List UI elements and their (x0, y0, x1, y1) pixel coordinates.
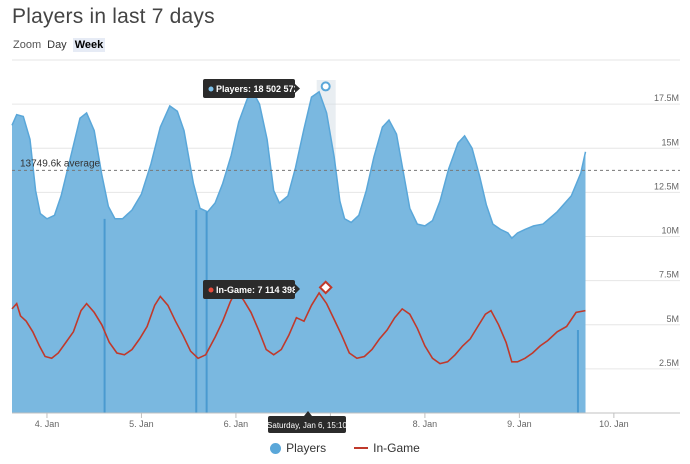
ingame-tooltip-box (203, 280, 295, 299)
ingame-tooltip-text: In-Game: 7 114 398 (216, 285, 297, 295)
ingame-tooltip-dot (208, 287, 214, 293)
zoom-day-button[interactable]: Day (47, 39, 67, 51)
date-tooltip-arrow (304, 411, 312, 416)
legend-players-marker (270, 442, 282, 454)
x-tick-label: 4. Jan (35, 419, 60, 429)
y-tick-label: 2.5M (659, 358, 679, 368)
ingame-hover-marker (318, 280, 333, 295)
legend-ingame-label: In-Game (373, 441, 420, 455)
y-tick-label: 15M (661, 137, 679, 147)
average-label: 13749.6k average (20, 158, 101, 169)
ingame-tooltip-arrow (295, 284, 300, 294)
y-tick-label: 10M (661, 226, 679, 236)
y-tick-label: 17.5M (654, 93, 679, 103)
x-tick-label: 9. Jan (507, 419, 532, 429)
legend-ingame-marker (354, 447, 369, 449)
legend-item-ingame[interactable]: In-Game (354, 441, 420, 455)
players-tooltip-dot (208, 86, 214, 92)
players-area (12, 91, 586, 414)
legend-players-label: Players (286, 441, 327, 455)
x-tick-label: 10. Jan (599, 419, 629, 429)
y-tick-label: 12.5M (654, 181, 679, 191)
players-tooltip-arrow (295, 84, 300, 93)
ingame-line (11, 289, 586, 365)
x-tick-label: 8. Jan (413, 419, 438, 429)
zoom-bar: Zoom Day Week (13, 38, 106, 52)
page-title: Players in last 7 days (12, 5, 215, 28)
y-tick-label: 7.5M (659, 270, 679, 280)
players-hover-marker (320, 81, 331, 92)
date-tooltip-box (268, 416, 346, 433)
legend-item-players[interactable]: Players (270, 441, 326, 455)
y-tick-label: 5M (666, 314, 679, 324)
players-tooltip-box (203, 79, 295, 98)
x-tick-label: 5. Jan (129, 419, 154, 429)
zoom-label: Zoom (13, 39, 42, 51)
players-line (11, 90, 587, 240)
players-tooltip-text: Players: 18 502 572 (216, 84, 299, 94)
x-tick-label: 6. Jan (224, 419, 249, 429)
zoom-week-button[interactable]: Week (72, 38, 106, 52)
date-tooltip-text: Saturday, Jan 6, 15:10 (267, 421, 347, 430)
legend: Players In-Game (0, 441, 690, 455)
